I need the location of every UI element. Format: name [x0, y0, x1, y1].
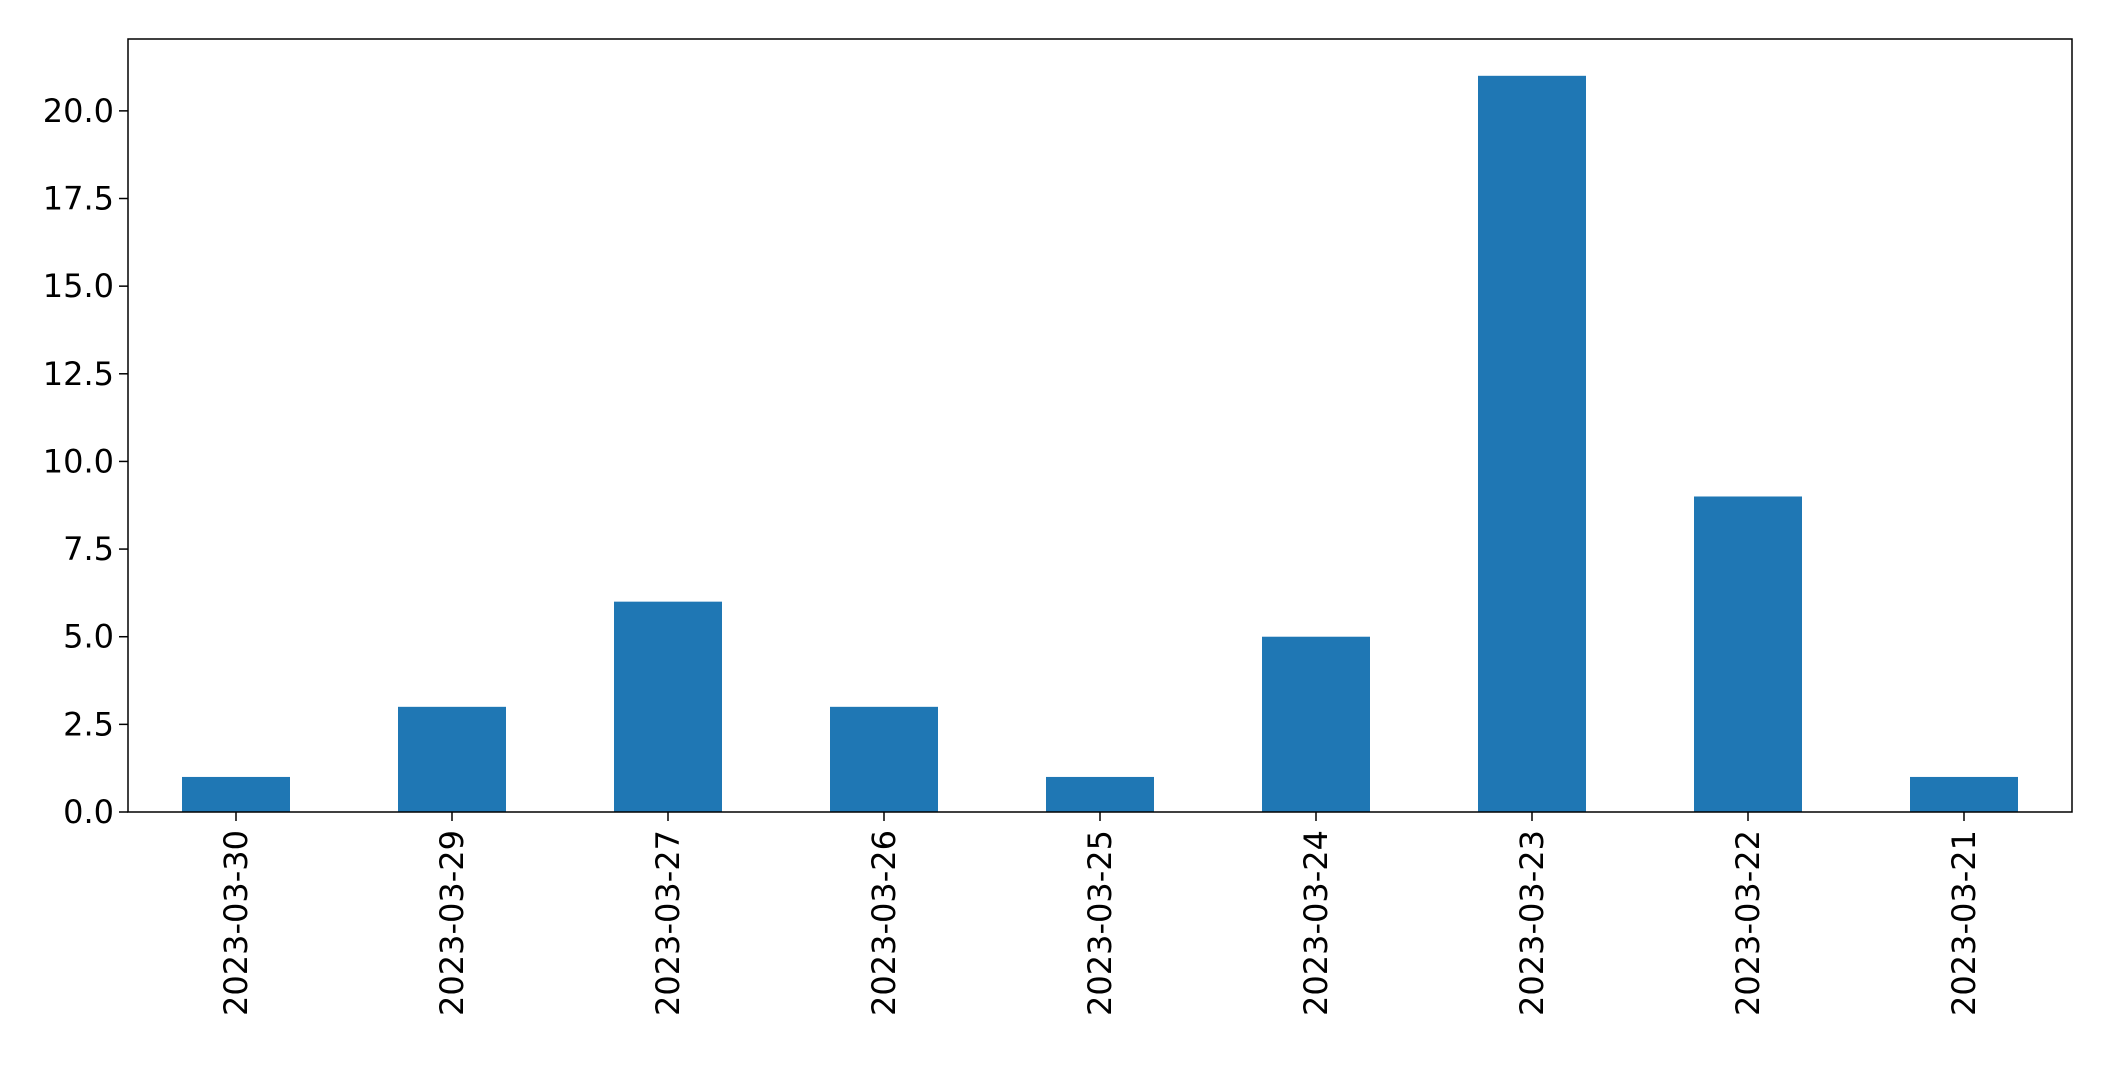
x-tick-label: 2023-03-27 — [649, 830, 687, 1016]
x-tick-label: 2023-03-21 — [1945, 830, 1983, 1016]
x-tick-label: 2023-03-26 — [865, 830, 903, 1016]
y-axis: 0.0 2.5 5.0 7.5 10.0 12.5 15.0 17.5 20.0 — [43, 92, 128, 831]
x-tick-label: 2023-03-30 — [217, 830, 255, 1016]
y-tick-label: 17.5 — [43, 180, 114, 218]
x-tick-label: 2023-03-25 — [1081, 830, 1119, 1016]
y-tick-label: 12.5 — [43, 355, 114, 393]
y-tick-label: 10.0 — [43, 442, 114, 480]
y-tick-label: 2.5 — [63, 705, 114, 743]
y-tick-label: 0.0 — [63, 793, 114, 831]
x-tick-label: 2023-03-23 — [1513, 830, 1551, 1016]
bar-2023-03-25 — [1046, 776, 1154, 812]
x-tick-label: 2023-03-22 — [1729, 830, 1767, 1016]
y-tick-label: 15.0 — [43, 267, 114, 305]
plot-area-frame — [127, 38, 2073, 813]
bar-2023-03-27 — [614, 601, 722, 812]
x-tick-label: 2023-03-29 — [433, 830, 471, 1016]
bar-2023-03-26 — [830, 706, 938, 812]
y-tick-label: 20.0 — [43, 92, 114, 130]
bars-layer — [182, 75, 2018, 813]
x-tick-label: 2023-03-24 — [1297, 830, 1335, 1016]
bar-2023-03-30 — [182, 776, 290, 812]
y-tick-label: 5.0 — [63, 618, 114, 656]
x-axis: 2023-03-30 2023-03-29 2023-03-27 2023-03-26… — [217, 812, 1983, 1016]
y-tick-label: 7.5 — [63, 530, 114, 568]
bar-2023-03-23 — [1478, 75, 1586, 813]
bar-2023-03-22 — [1694, 496, 1802, 812]
bar-2023-03-29 — [398, 706, 506, 812]
bar-2023-03-24 — [1262, 636, 1370, 812]
bar-2023-03-21 — [1910, 776, 2018, 812]
